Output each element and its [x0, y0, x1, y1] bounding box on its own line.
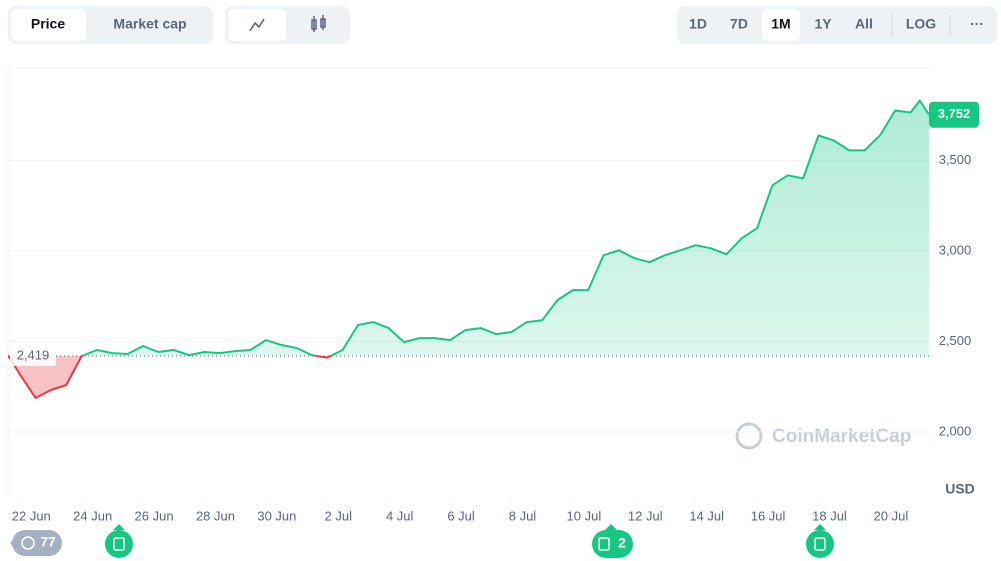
baseline-label: 2,419 — [17, 347, 50, 362]
range-button[interactable]: All — [855, 16, 873, 32]
news-count: 2 — [618, 535, 626, 551]
history-badge[interactable] — [12, 530, 62, 556]
x-tick-label: 4 Jul — [386, 508, 414, 523]
x-tick-label: 12 Jul — [628, 508, 663, 523]
range-button[interactable]: 1Y — [814, 16, 832, 32]
badge-pointer — [10, 537, 16, 549]
x-tick-label: 28 Jun — [196, 508, 235, 523]
log-button[interactable]: LOG — [906, 16, 936, 32]
price-area — [8, 100, 929, 356]
y-tick-label: 3,000 — [939, 242, 972, 257]
current-price-label: 3,752 — [938, 106, 971, 121]
x-tick-label: 22 Jun — [12, 508, 51, 523]
x-tick-label: 16 Jul — [751, 508, 786, 523]
market-cap-tab[interactable]: Market cap — [113, 16, 186, 32]
candle-icon[interactable] — [311, 15, 326, 32]
watermark-text: CoinMarketCap — [772, 426, 911, 447]
y-tick-label: 3,500 — [939, 152, 972, 167]
currency-label: USD — [945, 481, 975, 497]
price-tab[interactable]: Price — [31, 16, 65, 32]
x-tick-label: 14 Jul — [689, 508, 724, 523]
news-badge[interactable] — [105, 524, 133, 558]
price-line — [8, 99, 930, 356]
more-button[interactable]: ··· — [970, 16, 984, 32]
x-tick-label: 2 Jul — [325, 508, 353, 523]
y-tick-label: 2,000 — [939, 423, 972, 438]
x-tick-label: 30 Jun — [257, 508, 296, 523]
selected-tab — [11, 9, 86, 41]
line-icon — [249, 18, 265, 32]
x-tick-label: 6 Jul — [447, 508, 475, 523]
x-tick-label: 10 Jul — [567, 508, 602, 523]
x-tick-label: 18 Jul — [812, 508, 847, 523]
x-tick-label: 20 Jul — [874, 508, 909, 523]
range-toggle — [677, 6, 997, 44]
news-badge[interactable] — [806, 524, 834, 558]
y-tick-label: 2,500 — [939, 333, 972, 348]
news-badge[interactable] — [592, 524, 633, 558]
baseline-label-box — [10, 344, 56, 366]
range-button[interactable]: 1M — [771, 16, 790, 32]
clock-icon — [21, 536, 35, 550]
current-price-box — [929, 101, 979, 128]
range-button[interactable]: 1D — [689, 16, 707, 32]
x-tick-label: 8 Jul — [509, 508, 537, 523]
selected-range — [762, 9, 800, 41]
watermark: CoinMarketCap — [735, 422, 911, 450]
x-tick-label: 26 Jun — [135, 508, 174, 523]
history-count: 77 — [40, 534, 56, 550]
x-tick-label: 24 Jun — [73, 508, 112, 523]
range-button[interactable]: 7D — [730, 16, 748, 32]
